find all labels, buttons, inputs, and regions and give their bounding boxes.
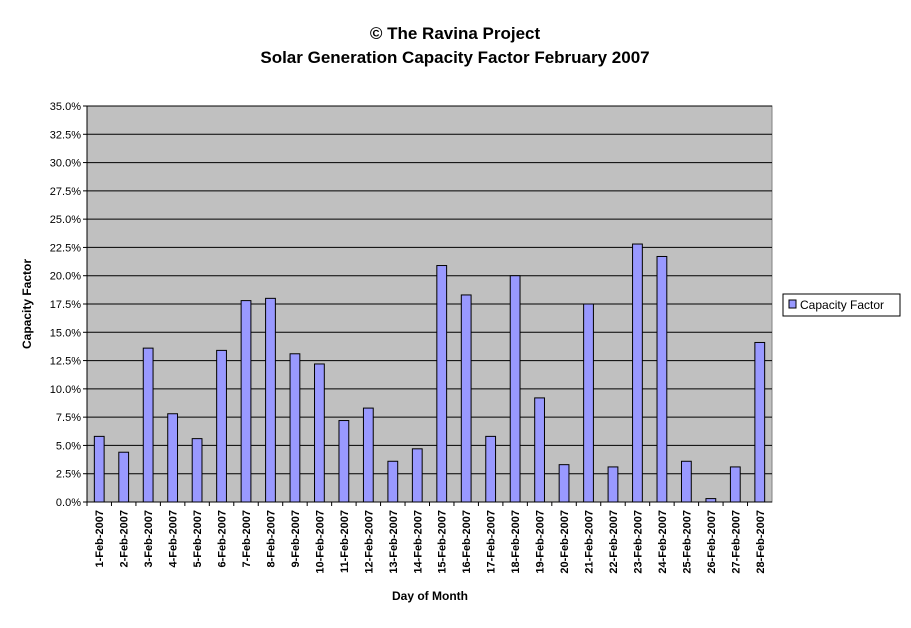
bar [729, 466, 741, 503]
x-tick-label: 5-Feb-2007 [192, 510, 204, 567]
x-tick-label: 4-Feb-2007 [168, 510, 180, 567]
bar [142, 347, 154, 503]
y-tick-label: 30.0% [50, 158, 81, 170]
bar [754, 341, 766, 503]
x-tick-label: 12-Feb-2007 [363, 510, 375, 574]
bar [93, 435, 105, 503]
x-tick-label: 25-Feb-2007 [681, 510, 693, 574]
bar [680, 460, 692, 503]
y-tick-label: 17.5% [50, 299, 81, 311]
x-tick-label: 21-Feb-2007 [584, 510, 596, 574]
y-tick-label: 32.5% [50, 129, 81, 141]
legend: Capacity Factor [782, 293, 901, 317]
x-tick-label: 18-Feb-2007 [510, 510, 522, 574]
y-tick-label: 2.5% [56, 469, 81, 481]
legend-label: Capacity Factor [800, 298, 884, 312]
bar [534, 397, 545, 503]
x-tick-label: 16-Feb-2007 [461, 510, 473, 574]
bar [656, 255, 668, 503]
x-tick-label: 9-Feb-2007 [290, 510, 302, 567]
legend-swatch [788, 299, 797, 309]
bar [436, 265, 448, 503]
bar [632, 243, 643, 503]
bar [265, 297, 276, 503]
bar [509, 275, 521, 503]
x-tick-label: 24-Feb-2007 [657, 510, 669, 574]
bar [583, 303, 594, 503]
bar [191, 438, 203, 503]
x-axis-label: Day of Month [392, 589, 468, 603]
chart-subtitle: Solar Generation Capacity Factor Februar… [260, 48, 649, 67]
bar [607, 466, 619, 503]
x-tick-label: 7-Feb-2007 [241, 510, 253, 567]
bar [167, 413, 179, 503]
x-tick-label: 6-Feb-2007 [217, 510, 229, 567]
x-tick-label: 1-Feb-2007 [94, 510, 106, 567]
bars [93, 243, 766, 503]
x-tick-label: 11-Feb-2007 [339, 510, 351, 573]
bar [558, 464, 570, 503]
x-tick-label: 23-Feb-2007 [632, 510, 644, 574]
bar [362, 407, 374, 503]
y-tick-label: 5.0% [56, 440, 81, 452]
bar [314, 363, 325, 503]
y-tick-label: 35.0% [50, 101, 81, 113]
y-tick-label: 20.0% [50, 271, 81, 283]
bar [240, 300, 252, 503]
y-tick-label: 22.5% [50, 242, 81, 254]
x-tick-label: 20-Feb-2007 [559, 510, 571, 574]
bar [387, 460, 399, 503]
x-tick-label: 22-Feb-2007 [608, 510, 620, 574]
y-axis-label: Capacity Factor [20, 259, 34, 349]
bar [411, 448, 423, 503]
y-tick-label: 12.5% [50, 356, 81, 368]
bar [485, 435, 497, 503]
y-tick-label: 0.0% [56, 497, 81, 509]
bar [338, 420, 350, 503]
chart-title: © The Ravina Project [370, 24, 541, 43]
y-tick-label: 27.5% [50, 186, 81, 198]
x-tick-label: 26-Feb-2007 [706, 510, 718, 574]
x-tick-label: 8-Feb-2007 [265, 510, 277, 567]
x-tick-label: 15-Feb-2007 [437, 510, 449, 574]
bar [460, 294, 472, 503]
x-tick-label: 13-Feb-2007 [388, 510, 400, 574]
y-tick-labels: 0.0% 2.5% 5.0% 7.5% 10.0% 12.5% 15.0% 17.5% 20.0… [50, 101, 87, 509]
bar [216, 349, 227, 503]
bar [289, 353, 301, 503]
y-tick-label: 25.0% [50, 214, 81, 226]
x-tick-label: 19-Feb-2007 [535, 510, 547, 574]
x-tick-label: 17-Feb-2007 [486, 510, 498, 574]
legend-box [782, 293, 901, 317]
bar [118, 451, 130, 503]
y-tick-label: 10.0% [50, 384, 81, 396]
x-tick-label: 28-Feb-2007 [755, 510, 767, 574]
x-tick-label: 14-Feb-2007 [412, 510, 424, 574]
x-tick-label: 3-Feb-2007 [143, 510, 155, 567]
x-tick-label: 2-Feb-2007 [119, 510, 131, 567]
x-tick-label: 27-Feb-2007 [730, 510, 742, 574]
bar [705, 498, 717, 503]
x-tick-labels: 1-Feb-2007 2-Feb-2007 3-Feb-2007 4-Feb-2007… [86, 502, 767, 574]
x-tick-label: 10-Feb-2007 [314, 510, 326, 574]
y-tick-label: 7.5% [56, 412, 81, 424]
y-tick-label: 15.0% [50, 327, 81, 339]
